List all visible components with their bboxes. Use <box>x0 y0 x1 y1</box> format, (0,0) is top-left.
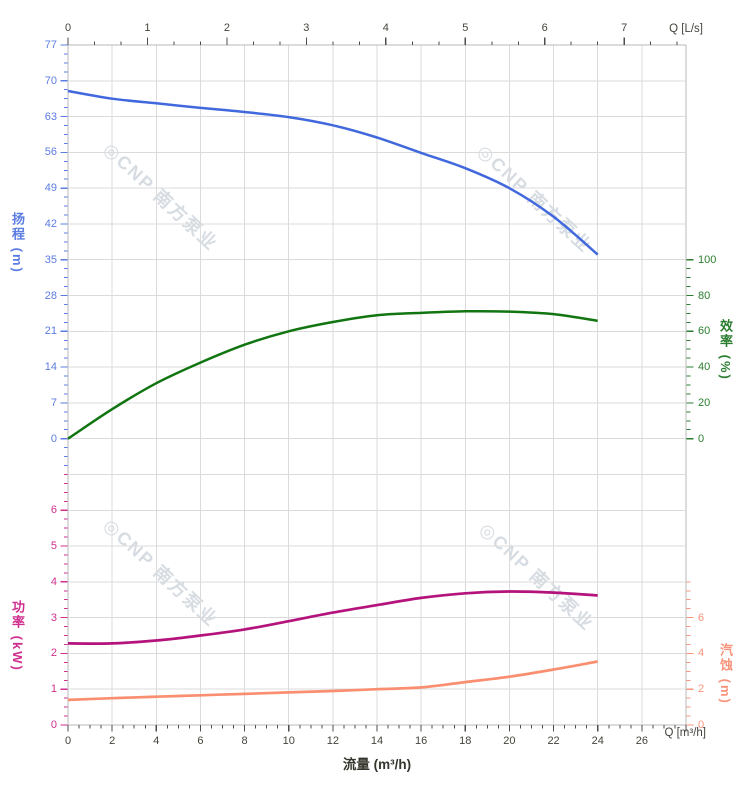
tick-label: 0 <box>50 432 57 445</box>
top-axis-unit-label: Q [L/s] <box>669 23 703 35</box>
tick-label: 10 <box>282 735 295 747</box>
axis-title-head: 扬程 (m) <box>10 212 25 274</box>
tick-label: 49 <box>44 182 57 195</box>
tick-label: 28 <box>44 289 57 302</box>
tick-label: 12 <box>326 735 339 747</box>
tick-label: 77 <box>44 39 57 51</box>
curve-power <box>67 590 598 645</box>
tick-label: 100 <box>698 253 717 266</box>
tick-label: 6 <box>541 22 548 34</box>
tick-label: 20 <box>698 396 711 409</box>
axis-title-npsh: 汽蚀 (m) <box>718 643 733 705</box>
axis-title-power: 功率 (kW) <box>10 600 25 672</box>
tick-label: 6 <box>698 611 705 624</box>
tick-label: 4 <box>698 647 705 660</box>
tick-label: 16 <box>415 735 428 747</box>
tick-label: 35 <box>44 253 57 266</box>
tick-label: 3 <box>50 611 57 624</box>
tick-label: 70 <box>44 74 57 87</box>
tick-label: 7 <box>50 396 57 409</box>
tick-label: 4 <box>382 22 389 34</box>
curve-efficiency <box>67 309 598 440</box>
tick-label: 0 <box>64 22 72 34</box>
axis-title-efficiency: 效率 (%) <box>718 319 733 381</box>
axis-title-flow: 流量 (m³/h) <box>342 757 412 772</box>
tick-label: 20 <box>503 735 516 747</box>
tick-label: 5 <box>462 22 469 34</box>
tick-label: 42 <box>44 217 57 230</box>
bottom-axis-unit-label: Q [m³/h] <box>664 727 706 739</box>
tick-label: 2 <box>698 683 705 696</box>
tick-label: 3 <box>303 22 310 34</box>
tick-label: 18 <box>459 735 472 747</box>
tick-label: 21 <box>44 325 57 338</box>
tick-label: 8 <box>241 735 248 747</box>
tick-label: 1 <box>144 22 151 34</box>
tick-label: 80 <box>698 289 711 302</box>
tick-label: 4 <box>153 735 160 747</box>
curve-npsh <box>67 660 598 702</box>
tick-label: 56 <box>44 146 57 159</box>
curve-head <box>67 89 599 256</box>
tick-label: 63 <box>44 110 57 123</box>
tick-label: 24 <box>591 735 604 747</box>
tick-label: 2 <box>50 647 57 660</box>
tick-label: 0 <box>50 719 57 731</box>
tick-label: 60 <box>698 325 711 338</box>
tick-label: 0 <box>698 719 705 731</box>
tick-label: 4 <box>50 575 57 588</box>
tick-label: 7 <box>621 22 628 34</box>
tick-label: 14 <box>370 735 384 747</box>
tick-label: 0 <box>698 432 705 445</box>
tick-label: 14 <box>44 361 57 374</box>
tick-label: 40 <box>698 361 711 374</box>
tick-label: 2 <box>223 22 230 34</box>
tick-label: 22 <box>547 735 560 747</box>
tick-label: 1 <box>50 683 57 696</box>
tick-label: 5 <box>50 540 57 553</box>
tick-label: 26 <box>635 735 648 747</box>
tick-label: 6 <box>197 735 204 747</box>
tick-label: 0 <box>64 735 72 747</box>
tick-label: 6 <box>50 504 57 517</box>
tick-label: 2 <box>109 735 116 747</box>
